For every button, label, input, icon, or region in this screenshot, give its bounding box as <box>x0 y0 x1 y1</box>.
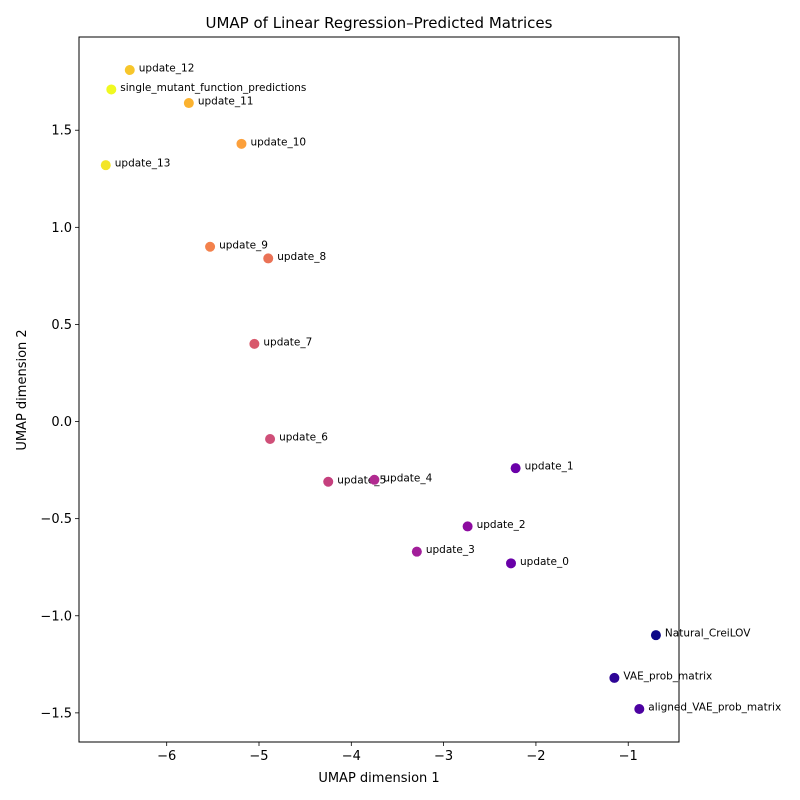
data-point-label: Natural_CreiLOV <box>665 628 751 640</box>
chart-title: UMAP of Linear Regression–Predicted Matr… <box>206 14 553 32</box>
data-point-update-9 <box>205 241 216 252</box>
x-tick-label: −5 <box>249 749 268 764</box>
data-point-single-mutant-function-predictions <box>106 84 117 95</box>
x-tick-label: −2 <box>526 749 545 764</box>
data-point-update-3 <box>411 546 422 557</box>
data-point-update-12 <box>124 65 135 76</box>
data-point-label: update_3 <box>426 544 475 556</box>
data-point-update-11 <box>183 98 194 109</box>
data-point-label: update_1 <box>525 461 574 473</box>
data-point-natural-creilov <box>650 630 661 641</box>
data-point-label: update_8 <box>277 251 326 263</box>
y-tick-label: −0.5 <box>40 512 72 527</box>
data-point-label: update_13 <box>115 158 171 170</box>
data-point-label: single_mutant_function_predictions <box>120 82 306 94</box>
data-point-update-4 <box>369 474 380 485</box>
y-tick-label: 0.5 <box>51 318 72 333</box>
data-point-label: update_0 <box>520 556 569 568</box>
data-point-label: update_6 <box>279 432 328 444</box>
y-tick-label: −1.0 <box>40 609 72 624</box>
data-point-aligned-vae-prob-matrix <box>634 703 645 714</box>
x-tick-label: −4 <box>342 749 361 764</box>
x-axis-label: UMAP dimension 1 <box>318 771 439 786</box>
y-axis-label: UMAP dimension 2 <box>15 329 30 450</box>
data-point-update-2 <box>462 521 473 532</box>
data-point-update-6 <box>265 434 276 445</box>
x-tick-label: −3 <box>434 749 453 764</box>
data-point-update-7 <box>249 338 260 349</box>
data-point-label: update_10 <box>250 136 306 148</box>
data-point-label: update_7 <box>263 336 312 348</box>
data-point-label: update_2 <box>477 519 526 531</box>
x-tick-label: −1 <box>619 749 638 764</box>
data-point-update-5 <box>323 476 334 487</box>
plot-frame <box>78 36 680 743</box>
data-point-update-0 <box>506 558 516 569</box>
data-point-label: VAE_prob_matrix <box>623 670 712 682</box>
data-point-label: update_11 <box>198 96 254 108</box>
y-tick-label: 1.0 <box>51 221 72 236</box>
data-point-update-1 <box>510 463 521 474</box>
data-point-update-8 <box>263 253 274 264</box>
y-tick-label: 1.5 <box>51 124 72 139</box>
data-point-label: update_4 <box>383 472 432 484</box>
data-point-update-10 <box>236 138 247 149</box>
data-point-vae-prob-matrix <box>609 672 620 683</box>
data-point-label: update_9 <box>219 239 268 251</box>
plot-area: −6 −5 −4 −3 −2 −1 −1.5 −1.0 −0.5 0.0 0.5 1.0 1.5 upda… <box>40 36 781 764</box>
data-point-label: update_12 <box>139 63 195 75</box>
data-point-label: aligned_VAE_prob_matrix <box>648 701 781 713</box>
y-tick-label: −1.5 <box>40 706 72 721</box>
y-tick-label: 0.0 <box>51 415 72 430</box>
x-tick-label: −6 <box>157 749 176 764</box>
data-point-update-13 <box>100 160 111 171</box>
